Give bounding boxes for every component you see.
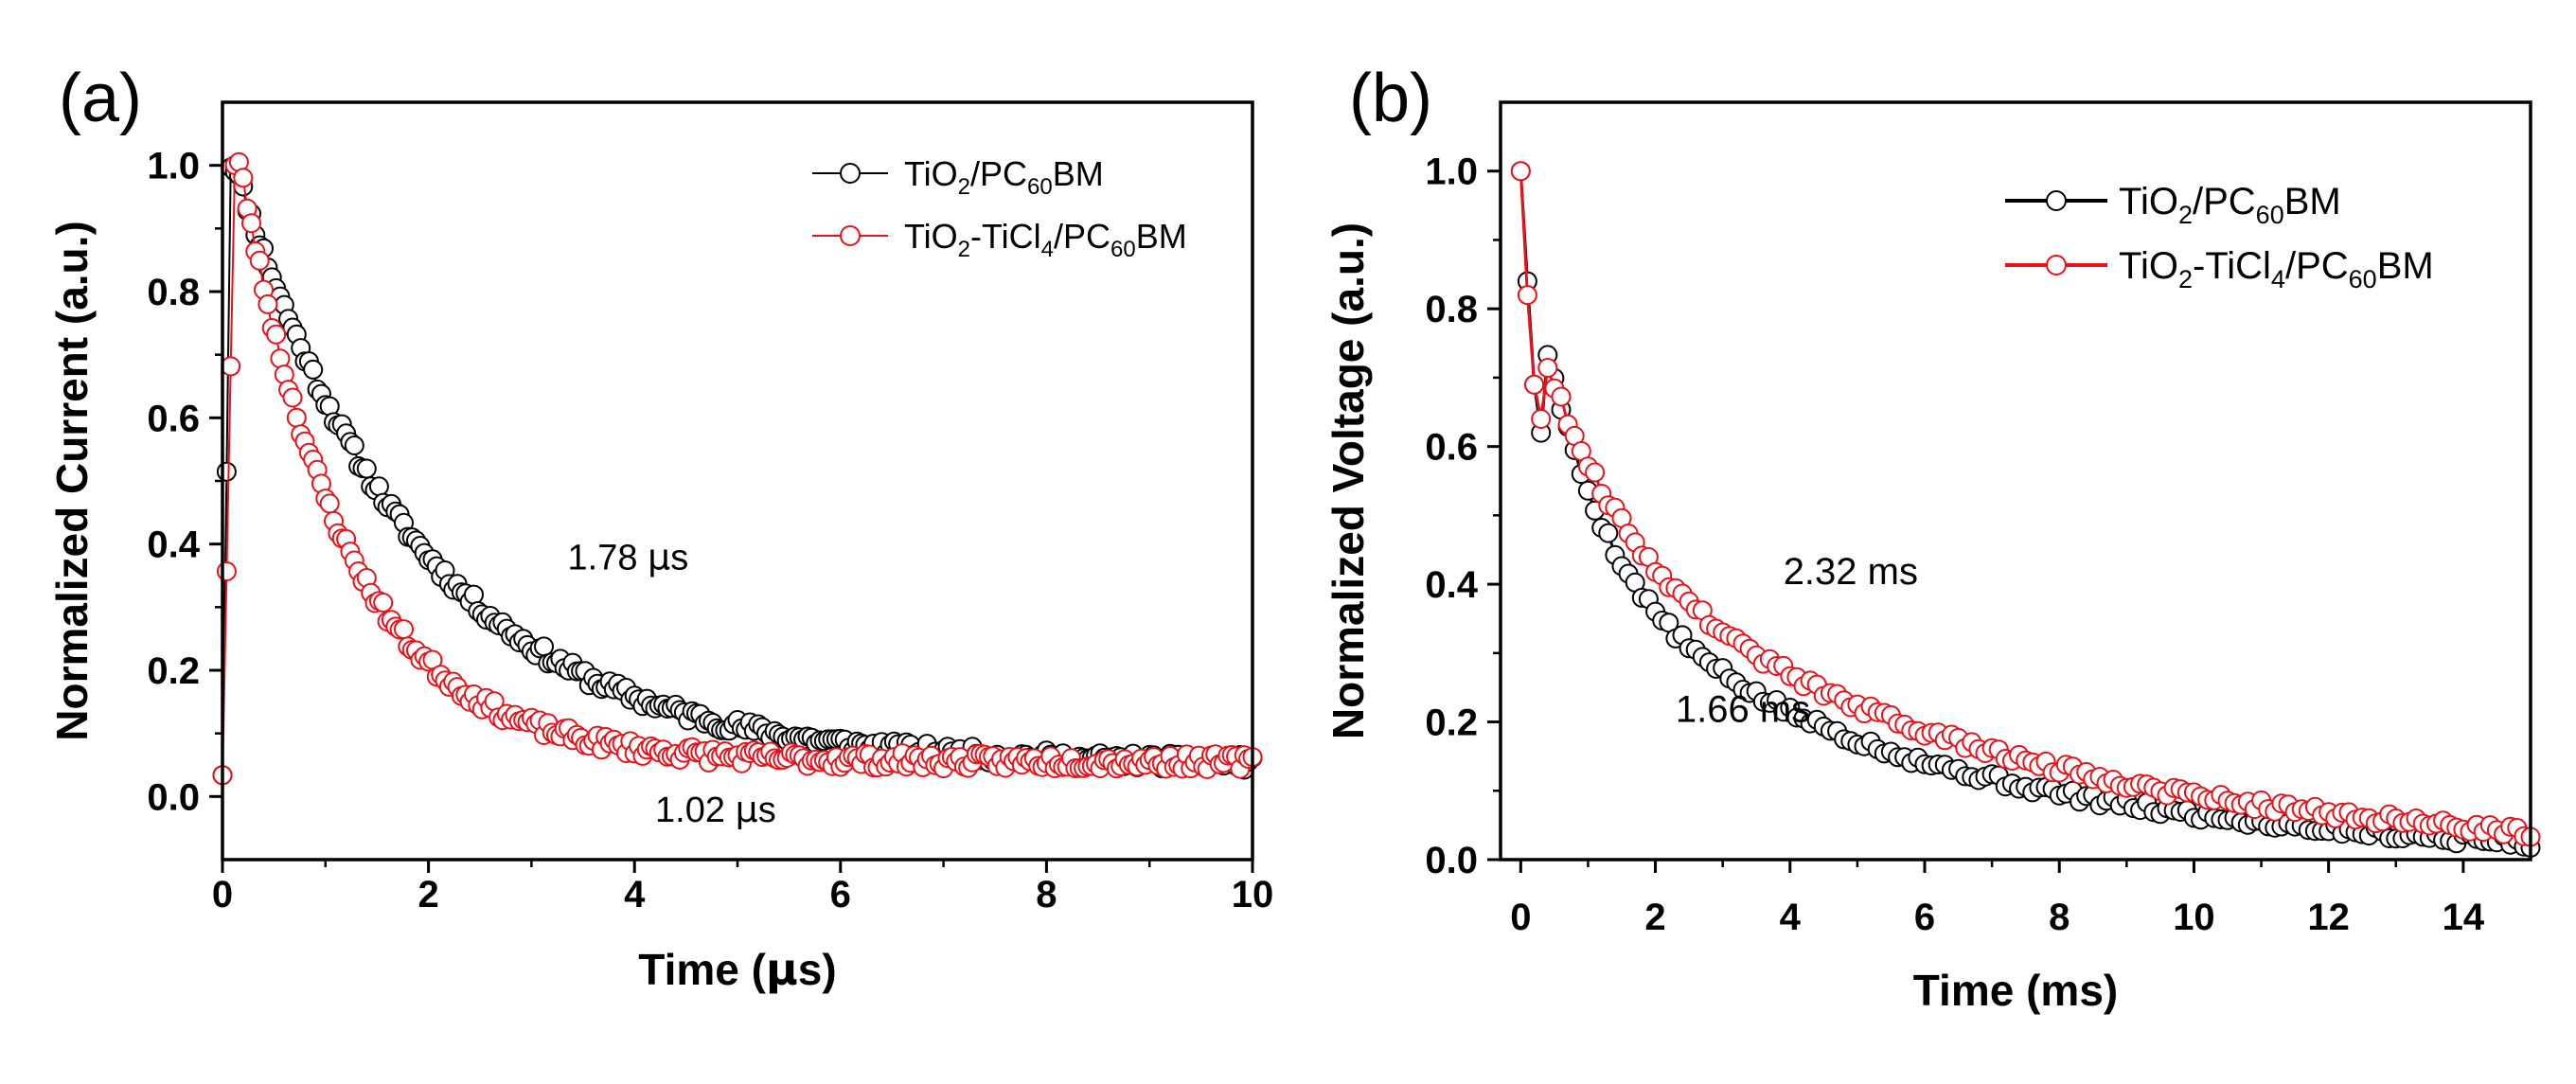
y-tick-label: 0.4 [1425, 564, 1478, 606]
data-point [344, 435, 364, 455]
x-tick-label: 2 [417, 874, 438, 915]
legend-label: TiO2/PC60BM [2119, 181, 2341, 229]
panel-a-legend: TiO2/PC60BM TiO2-TiCl4/PC60BM [812, 154, 1187, 262]
x-tick-label: 10 [1232, 874, 1274, 915]
panel-b: (b) 0 2 4 6 8 10 12 14 0.0 0.2 0.4 0.6 0.8 1.0 Time (… [1324, 61, 2541, 1015]
annotation-tau-tio2: 1.66 ms [1676, 689, 1810, 731]
panel-b-x-axis-title: Time (ms) [1913, 966, 2118, 1015]
legend-marker [840, 225, 861, 246]
data-point [1537, 358, 1558, 378]
data-point [286, 407, 307, 428]
series-tio2-ticl4-pc60bm [212, 151, 1263, 786]
x-tick-label: 8 [1036, 874, 1057, 915]
data-point [1551, 386, 1572, 407]
x-tick-label: 10 [2173, 897, 2215, 938]
data-point [282, 387, 303, 408]
legend-entry-tio2-pc60bm: TiO2/PC60BM [812, 154, 1104, 200]
y-tick-label: 1.0 [1425, 151, 1478, 193]
data-point [373, 593, 394, 613]
y-tick-label: 0.6 [147, 398, 200, 439]
y-tick-label: 1.0 [147, 146, 200, 187]
panel-b-label: (b) [1349, 61, 1432, 136]
panel-b-frame [1499, 100, 2532, 862]
data-point [1598, 523, 1619, 543]
y-tick-label: 0.8 [1425, 289, 1478, 330]
y-tick-label: 0.2 [147, 650, 200, 692]
series-line [222, 165, 1253, 775]
data-point [368, 476, 389, 497]
data-point [221, 356, 241, 377]
x-tick-label: 6 [1914, 897, 1935, 938]
panel-b-legend: TiO2/PC60BM TiO2-TiCl4/PC60BM [2005, 181, 2434, 293]
legend-marker [840, 163, 861, 184]
data-point [1524, 374, 1545, 395]
x-tick-label: 0 [212, 874, 233, 915]
panel-a-x-axis-title: Time (μs) [638, 944, 836, 995]
x-tick-label: 6 [830, 874, 851, 915]
panel-a-ticks: 0 2 4 6 8 10 0.0 0.2 0.4 0.6 0.8 1.0 [147, 146, 1273, 915]
panel-a-label: (a) [59, 61, 142, 136]
x-tick-label: 4 [1780, 897, 1802, 938]
legend-label: TiO2-TiCl4/PC60BM [904, 217, 1187, 262]
data-point [394, 619, 414, 640]
x-tick-label: 14 [2443, 897, 2485, 938]
data-point [1517, 285, 1537, 306]
data-point [319, 493, 340, 514]
y-tick-label: 0.0 [1425, 840, 1478, 881]
data-point [258, 293, 278, 314]
annotation-tau-tio2-ticl4: 1.02 μs [655, 789, 776, 830]
data-point [1585, 462, 1606, 483]
y-tick-label: 0.2 [1425, 702, 1478, 744]
data-point [1510, 161, 1531, 182]
y-tick-label: 0.4 [147, 524, 200, 566]
data-point [1531, 409, 1552, 429]
legend-marker [2046, 190, 2067, 211]
y-tick-label: 0.8 [147, 272, 200, 313]
x-tick-label: 8 [2049, 897, 2070, 938]
panel-a-y-axis-title: Normalized Current (a.u.) [47, 221, 97, 741]
y-tick-label: 0.0 [147, 776, 200, 818]
legend-entry-tio2-ticl4-pc60bm: TiO2-TiCl4/PC60BM [2005, 245, 2434, 293]
x-tick-label: 4 [624, 874, 646, 915]
legend-label: TiO2/PC60BM [904, 154, 1104, 200]
legend-entry-tio2-pc60bm: TiO2/PC60BM [2005, 181, 2341, 229]
panel-b-y-axis-title: Normalized Voltage (a.u.) [1324, 222, 1373, 739]
x-tick-label: 0 [1510, 897, 1531, 938]
data-point [303, 359, 324, 380]
data-point [356, 458, 377, 479]
annotation-tau-tio2-ticl4: 2.32 ms [1784, 551, 1918, 593]
series-tio2-ticl4-pc60bm [1510, 161, 2541, 847]
annotation-tau-tio2: 1.78 μs [568, 536, 689, 578]
legend-marker [2046, 255, 2067, 275]
panel-b-data [1510, 161, 2541, 858]
data-point [249, 250, 270, 271]
data-point [241, 213, 261, 234]
data-point [266, 324, 287, 345]
y-tick-label: 0.6 [1425, 427, 1478, 469]
legend-entry-tio2-ticl4-pc60bm: TiO2-TiCl4/PC60BM [812, 217, 1187, 262]
x-tick-label: 2 [1644, 897, 1665, 938]
legend-label: TiO2-TiCl4/PC60BM [2119, 245, 2434, 293]
panel-a: (a) 0 2 4 6 8 100.00.20.40.60.81.0 Time (μs) … [47, 61, 1273, 995]
panel-a-data [212, 151, 1263, 786]
data-point [216, 461, 237, 482]
data-point [233, 168, 254, 188]
data-point [216, 561, 237, 581]
panel-b-ticks: 0 2 4 6 8 10 12 14 0.0 0.2 0.4 0.6 0.8 1.0 [1425, 151, 2484, 938]
data-point [464, 584, 484, 605]
x-tick-label: 12 [2307, 897, 2350, 938]
